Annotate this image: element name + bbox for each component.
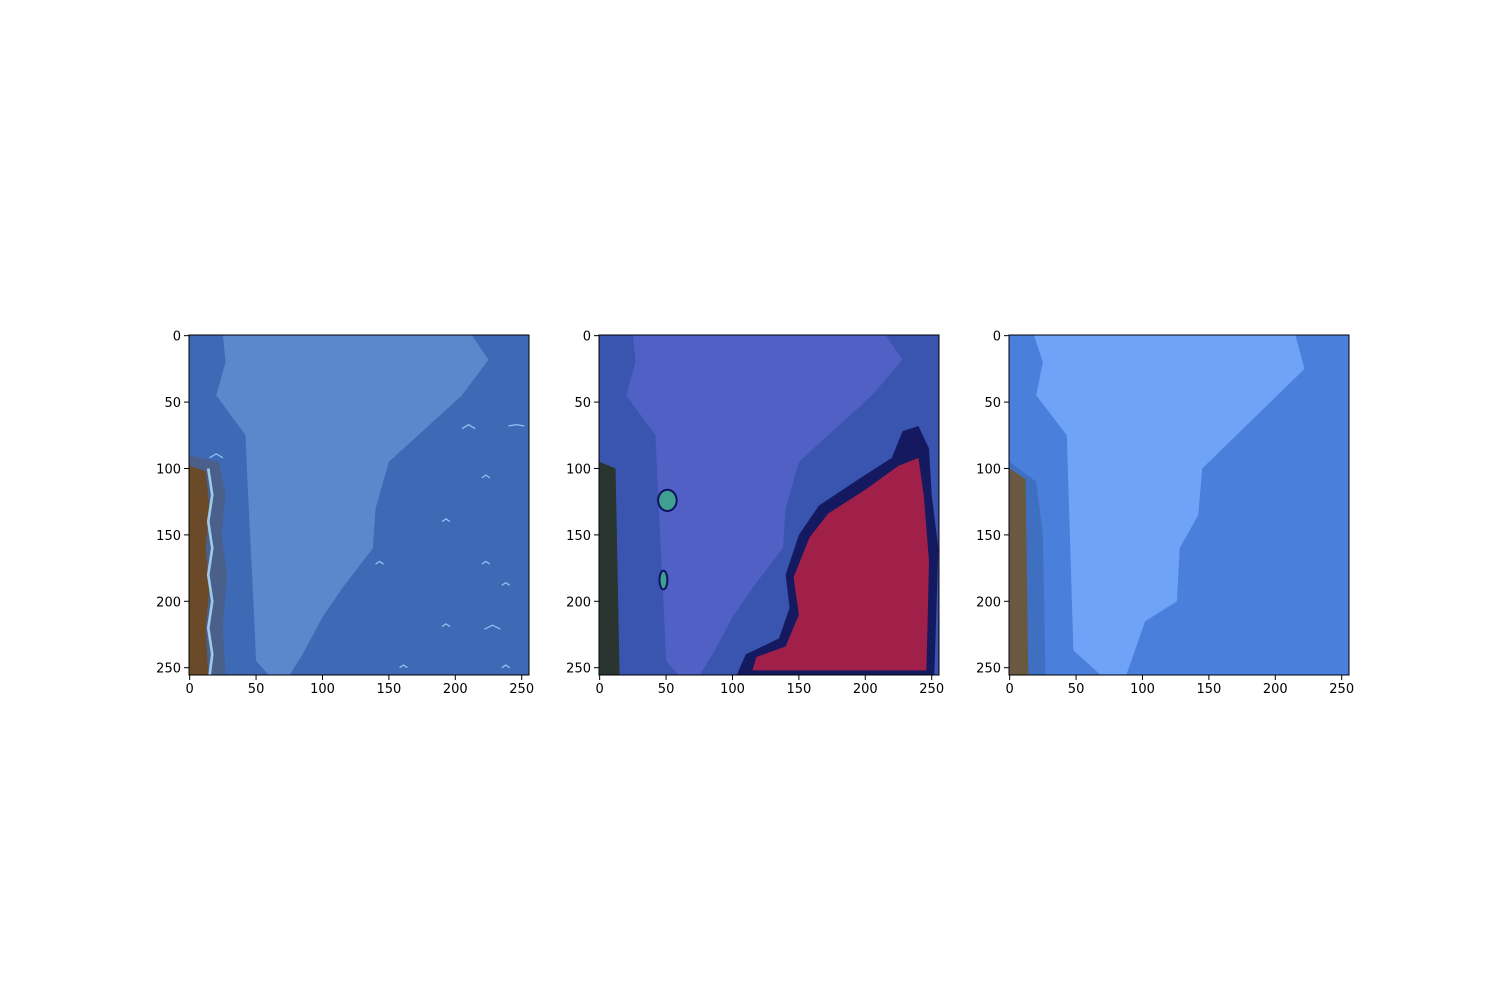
x-tick-label: 100 bbox=[310, 682, 335, 697]
image-panel bbox=[189, 335, 529, 675]
x-tick-label: 0 bbox=[186, 682, 194, 697]
y-tick-label: 50 bbox=[574, 396, 591, 411]
y-tick-label: 0 bbox=[173, 330, 181, 345]
x-tick-label: 150 bbox=[376, 682, 401, 697]
y-tick-label: 100 bbox=[566, 462, 591, 477]
x-tick-label: 200 bbox=[853, 682, 878, 697]
x-tick-label: 100 bbox=[720, 682, 745, 697]
y-tick-label: 200 bbox=[976, 595, 1001, 610]
axes-frame bbox=[188, 334, 530, 676]
x-tick-label: 150 bbox=[1196, 682, 1221, 697]
y-tick-label: 200 bbox=[156, 595, 181, 610]
x-tick-label: 250 bbox=[919, 682, 944, 697]
y-tick-label: 250 bbox=[566, 662, 591, 677]
y-tick-label: 50 bbox=[984, 396, 1001, 411]
x-tick-label: 50 bbox=[658, 682, 675, 697]
x-tick-label: 250 bbox=[1329, 682, 1354, 697]
x-tick-label: 150 bbox=[786, 682, 811, 697]
y-tick-label: 250 bbox=[976, 662, 1001, 677]
y-tick-label: 200 bbox=[566, 595, 591, 610]
y-tick-label: 150 bbox=[976, 529, 1001, 544]
x-tick-label: 200 bbox=[443, 682, 468, 697]
x-tick-label: 0 bbox=[1006, 682, 1014, 697]
y-tick-label: 250 bbox=[156, 662, 181, 677]
x-tick-label: 250 bbox=[509, 682, 534, 697]
image-panel bbox=[599, 335, 939, 675]
x-tick-label: 50 bbox=[248, 682, 265, 697]
y-tick-label: 0 bbox=[583, 330, 591, 345]
axes-frame bbox=[598, 334, 940, 676]
y-tick-label: 0 bbox=[993, 330, 1001, 345]
axes-frame bbox=[1008, 334, 1350, 676]
image-panel bbox=[1009, 335, 1349, 675]
x-tick-label: 50 bbox=[1068, 682, 1085, 697]
y-tick-label: 150 bbox=[566, 529, 591, 544]
y-tick-label: 50 bbox=[164, 396, 181, 411]
y-tick-label: 150 bbox=[156, 529, 181, 544]
x-tick-label: 0 bbox=[596, 682, 604, 697]
y-tick-label: 100 bbox=[976, 462, 1001, 477]
y-tick-label: 100 bbox=[156, 462, 181, 477]
x-tick-label: 200 bbox=[1263, 682, 1288, 697]
x-tick-label: 100 bbox=[1130, 682, 1155, 697]
